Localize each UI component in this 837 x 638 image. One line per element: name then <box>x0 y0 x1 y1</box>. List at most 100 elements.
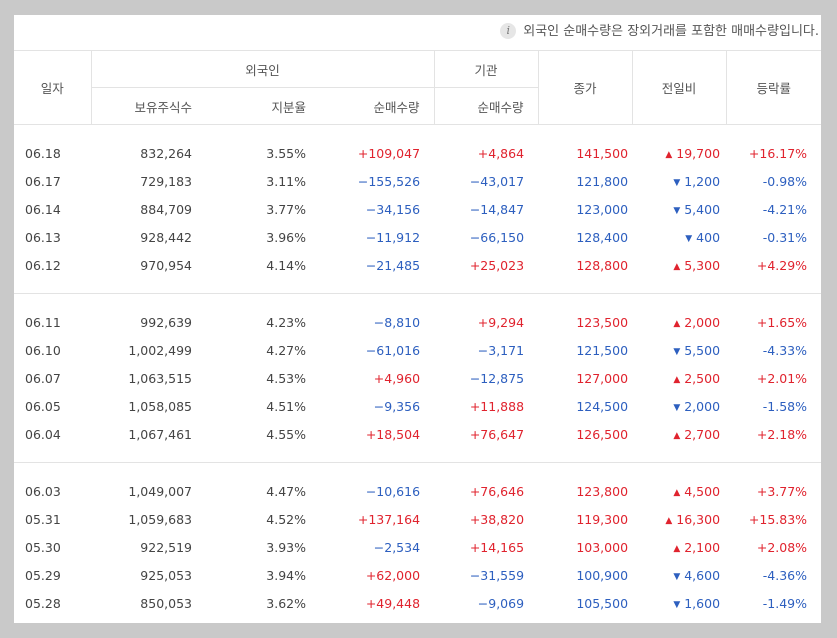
cell-foreign-net: +49,448 <box>365 595 421 611</box>
cell-inst-net: −12,875 <box>469 370 525 386</box>
cell-foreign-net: −2,534 <box>373 539 421 555</box>
triangle-down-icon: ▼ <box>673 346 681 357</box>
triangle-up-icon: ▲ <box>673 543 681 554</box>
cell-rate: +16.17% <box>748 145 808 161</box>
cell-inst-net: −14,847 <box>469 201 525 217</box>
cell-ratio: 4.53% <box>266 370 306 386</box>
notice-text: 외국인 순매수량은 장외거래를 포함한 매매수량입니다. <box>523 24 819 39</box>
cell-foreign-net: −21,485 <box>365 257 421 273</box>
change-value: 1,200 <box>684 173 721 189</box>
cell-close: 123,000 <box>576 201 629 217</box>
cell-ratio: 4.51% <box>266 398 306 414</box>
header-rate: 등락률 <box>725 51 821 125</box>
triangle-up-icon: ▲ <box>673 374 681 385</box>
cell-holdings: 884,709 <box>140 201 192 217</box>
cell-holdings: 832,264 <box>140 145 192 161</box>
change-value: 5,400 <box>684 201 721 217</box>
cell-date: 06.13 <box>25 229 61 245</box>
cell-change: ▼ 4,600 <box>632 561 726 589</box>
cell-foreign-net: −34,156 <box>365 201 421 217</box>
cell-close: 124,500 <box>576 398 629 414</box>
cell-close: 105,500 <box>576 595 629 611</box>
cell-rate: -4.21% <box>762 201 808 217</box>
triangle-down-icon: ▼ <box>673 177 681 188</box>
triangle-down-icon: ▼ <box>673 205 681 216</box>
trading-table: 일자 외국인 기관 종가 전일비 등락률 보유주식수 지분율 순매수량 순매수량… <box>14 51 821 623</box>
cell-change: ▲ 19,700 <box>632 125 726 168</box>
cell-ratio: 4.23% <box>266 314 306 330</box>
cell-ratio: 4.14% <box>266 257 306 273</box>
cell-change: ▼ 5,500 <box>632 336 726 364</box>
cell-inst-net: +4,864 <box>477 145 525 161</box>
cell-change: ▼ 1,600 <box>632 589 726 623</box>
cell-holdings: 1,049,007 <box>128 483 192 499</box>
cell-holdings: 970,954 <box>140 257 192 273</box>
cell-close: 128,400 <box>576 229 629 245</box>
cell-ratio: 3.77% <box>266 201 306 217</box>
cell-date: 06.18 <box>25 145 61 161</box>
cell-rate: +3.77% <box>756 483 808 499</box>
cell-foreign-net: +18,504 <box>365 426 421 442</box>
cell-date: 05.31 <box>25 511 61 527</box>
cell-inst-net: −66,150 <box>469 229 525 245</box>
cell-date: 06.12 <box>25 257 61 273</box>
cell-date: 06.11 <box>25 314 61 330</box>
cell-holdings: 729,183 <box>140 173 192 189</box>
cell-inst-net: +25,023 <box>469 257 525 273</box>
triangle-up-icon: ▲ <box>665 515 673 526</box>
header-holdings: 보유주식수 <box>90 87 206 125</box>
cell-holdings: 1,002,499 <box>128 342 192 358</box>
cell-foreign-net: −9,356 <box>373 398 421 414</box>
header-date: 일자 <box>14 51 91 125</box>
cell-inst-net: −31,559 <box>469 567 525 583</box>
change-value: 19,700 <box>676 145 721 161</box>
change-value: 5,500 <box>684 342 721 358</box>
cell-change: ▲ 16,300 <box>632 505 726 533</box>
cell-close: 127,000 <box>576 370 629 386</box>
cell-date: 06.10 <box>25 342 61 358</box>
cell-inst-net: +38,820 <box>469 511 525 527</box>
triangle-down-icon: ▼ <box>673 599 681 610</box>
cell-foreign-net: +62,000 <box>365 567 421 583</box>
investor-trading-panel: i 외국인 순매수량은 장외거래를 포함한 매매수량입니다. 일자 외국인 기관 … <box>14 15 821 623</box>
triangle-down-icon: ▼ <box>685 233 693 244</box>
cell-close: 123,800 <box>576 483 629 499</box>
cell-holdings: 1,067,461 <box>128 426 192 442</box>
row-group-3: 06.03 1,049,007 4.47% −10,616 +76,646 123,800… <box>14 463 821 624</box>
change-value: 5,300 <box>684 257 721 273</box>
triangle-up-icon: ▲ <box>673 487 681 498</box>
cell-rate: +1.65% <box>756 314 808 330</box>
cell-change: ▲ 4,500 <box>632 463 726 506</box>
cell-change: ▼ 400 <box>632 223 726 251</box>
cell-rate: +4.29% <box>756 257 808 273</box>
cell-change: ▲ 2,500 <box>632 364 726 392</box>
cell-rate: +2.08% <box>756 539 808 555</box>
table-row: 05.29 925,053 3.94% +62,000 −31,559 100,900 ▼ 4… <box>14 561 821 589</box>
cell-holdings: 1,063,515 <box>128 370 192 386</box>
cell-date: 06.04 <box>25 426 61 442</box>
cell-ratio: 4.47% <box>266 483 306 499</box>
cell-date: 05.29 <box>25 567 61 583</box>
cell-inst-net: +9,294 <box>477 314 525 330</box>
cell-inst-net: +14,165 <box>469 539 525 555</box>
cell-inst-net: +76,647 <box>469 426 525 442</box>
cell-holdings: 928,442 <box>140 229 192 245</box>
triangle-up-icon: ▲ <box>673 430 681 441</box>
cell-ratio: 3.93% <box>266 539 306 555</box>
row-group-1: 06.18 832,264 3.55% +109,047 +4,864 141,500 ▲ 1… <box>14 125 821 294</box>
triangle-down-icon: ▼ <box>673 402 681 413</box>
triangle-up-icon: ▲ <box>673 318 681 329</box>
cell-foreign-net: −10,616 <box>365 483 421 499</box>
cell-rate: -0.31% <box>762 229 808 245</box>
cell-change: ▲ 2,100 <box>632 533 726 561</box>
cell-inst-net: +76,646 <box>469 483 525 499</box>
cell-ratio: 3.11% <box>266 173 306 189</box>
header-foreign: 외국인 <box>90 51 435 88</box>
table-row: 06.05 1,058,085 4.51% −9,356 +11,888 124,500 ▼… <box>14 392 821 420</box>
cell-close: 103,000 <box>576 539 629 555</box>
cell-rate: -1.58% <box>762 398 808 414</box>
cell-close: 126,500 <box>576 426 629 442</box>
cell-rate: -4.36% <box>762 567 808 583</box>
cell-foreign-net: −8,810 <box>373 314 421 330</box>
cell-ratio: 4.27% <box>266 342 306 358</box>
